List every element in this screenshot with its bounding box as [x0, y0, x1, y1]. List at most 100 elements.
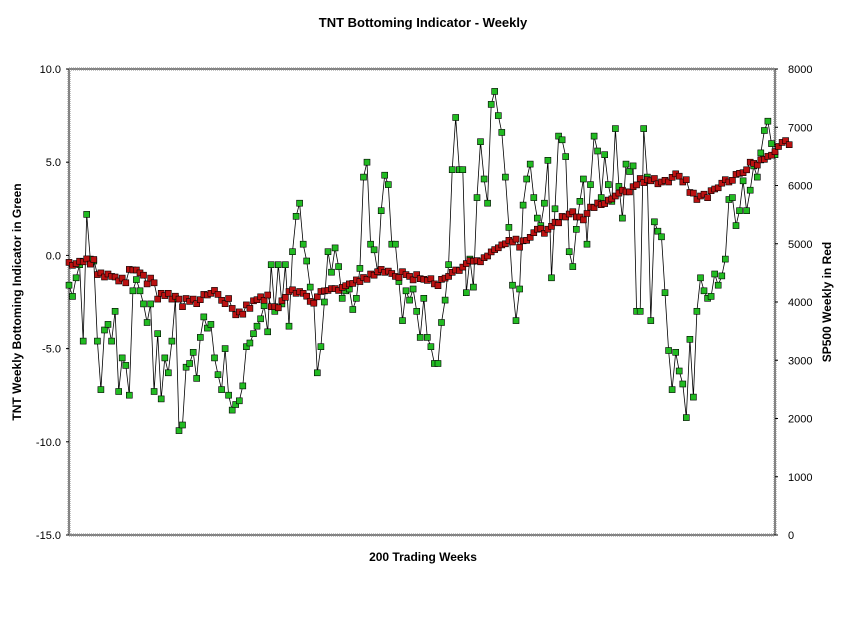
right-tick-label: 7000: [788, 122, 812, 134]
series-1-point: [583, 240, 591, 248]
series-1-point: [186, 360, 193, 367]
series-2-point: [782, 137, 789, 144]
right-tick-label: 6000: [788, 181, 812, 193]
series-1-point: [487, 101, 495, 108]
series-1-point: [714, 281, 722, 289]
left-tick-label: 10.0: [40, 64, 61, 76]
series-1-point: [292, 213, 300, 220]
series-2-point: [569, 208, 577, 215]
series-1-point: [253, 322, 261, 330]
series-2-line: [68, 140, 790, 316]
series-1-point: [363, 158, 371, 166]
series-1-point: [562, 153, 570, 160]
series-2-point: [147, 274, 154, 282]
series-1-point: [384, 181, 392, 188]
series-1-point: [321, 298, 328, 306]
series-1-point: [619, 214, 626, 222]
series-1-point: [693, 307, 701, 315]
series-1-point: [197, 334, 204, 341]
series-2-point: [211, 287, 218, 294]
series-1-point: [565, 248, 573, 255]
series-2-point: [257, 293, 264, 301]
series-2-point: [239, 310, 247, 318]
series-1-point: [175, 427, 183, 434]
series-2-point: [682, 176, 690, 183]
series-1-point: [555, 132, 562, 140]
series-2-point: [409, 276, 417, 284]
series-1-point: [282, 261, 289, 269]
series-1-point: [445, 261, 452, 269]
series-2-point: [541, 230, 548, 237]
series-1-point: [502, 173, 509, 181]
series-2-point: [555, 219, 562, 227]
series-1-point: [150, 388, 158, 395]
series-2-point: [526, 234, 534, 241]
series-1-point: [367, 240, 374, 248]
series-1-point: [697, 274, 704, 282]
series-1-point: [129, 287, 137, 295]
series-2-point: [189, 295, 197, 303]
left-axis-ticks: 10.0 5.0 0.0 -5.0 -10.0 -15.0: [36, 64, 69, 542]
series-1-point: [317, 343, 325, 351]
series-1-point: [402, 287, 410, 295]
series-2-point: [246, 305, 254, 312]
series-1-point: [420, 294, 428, 302]
series-2-point: [349, 280, 357, 287]
series-1-point: [626, 168, 633, 175]
series-2-point: [626, 188, 633, 196]
series-2-point: [90, 256, 98, 263]
series-1-point: [193, 375, 200, 382]
series-1-point: [79, 337, 87, 345]
series-2-point: [356, 278, 364, 285]
series-2: [65, 137, 793, 319]
series-2-point: [193, 300, 200, 308]
series-1-point: [157, 395, 165, 403]
series-2-point: [516, 243, 523, 251]
series-1-point: [707, 293, 715, 300]
series-1-point: [530, 194, 538, 201]
series-2-point: [278, 297, 286, 305]
series-1-point: [533, 214, 541, 222]
series-1-point: [328, 268, 335, 276]
series-1-point: [306, 283, 314, 291]
series-1-point: [576, 198, 584, 205]
right-axis-ticks: 8000 7000 6000 5000 4000 3000 2000 1000 0: [775, 64, 812, 542]
series-1-point: [126, 391, 133, 399]
series-2-point: [395, 274, 403, 281]
series-2-point: [274, 304, 282, 312]
series-1-point: [122, 362, 130, 369]
series-2-point: [218, 296, 225, 304]
series-1-point: [243, 343, 250, 351]
series-1-point: [448, 166, 456, 173]
series-1-point: [257, 315, 264, 323]
series-1-point: [69, 293, 76, 300]
series-1-point: [250, 330, 257, 338]
series-1-point: [147, 300, 154, 308]
series-2-point: [537, 225, 545, 232]
series-2-point: [264, 291, 272, 299]
series-1-point: [218, 386, 225, 393]
series-2-point: [455, 267, 463, 274]
series-1-point: [83, 211, 90, 218]
series-2-point: [548, 223, 555, 230]
series-2-point: [484, 252, 491, 260]
series-1-point: [541, 199, 548, 207]
series-2-point: [289, 286, 296, 294]
series-1-line: [68, 91, 776, 432]
series-1-point: [111, 307, 119, 315]
series-1-point: [505, 224, 513, 231]
left-tick-label: -5.0: [42, 344, 61, 356]
series-1-point: [721, 255, 729, 263]
series-1-point: [225, 391, 232, 399]
series-1-point: [260, 302, 268, 310]
series-1-point: [761, 127, 768, 134]
series-1-point: [392, 240, 399, 248]
series-1-point: [739, 177, 747, 185]
series-1-point: [672, 348, 680, 356]
series-2-point: [743, 166, 750, 174]
series-2-point: [165, 289, 172, 297]
y-axis-right-label: SP500 Weekly in Red: [820, 242, 834, 363]
series-1-point: [228, 406, 236, 414]
series-2-point: [690, 189, 697, 197]
left-tick-label: -10.0: [36, 437, 61, 449]
